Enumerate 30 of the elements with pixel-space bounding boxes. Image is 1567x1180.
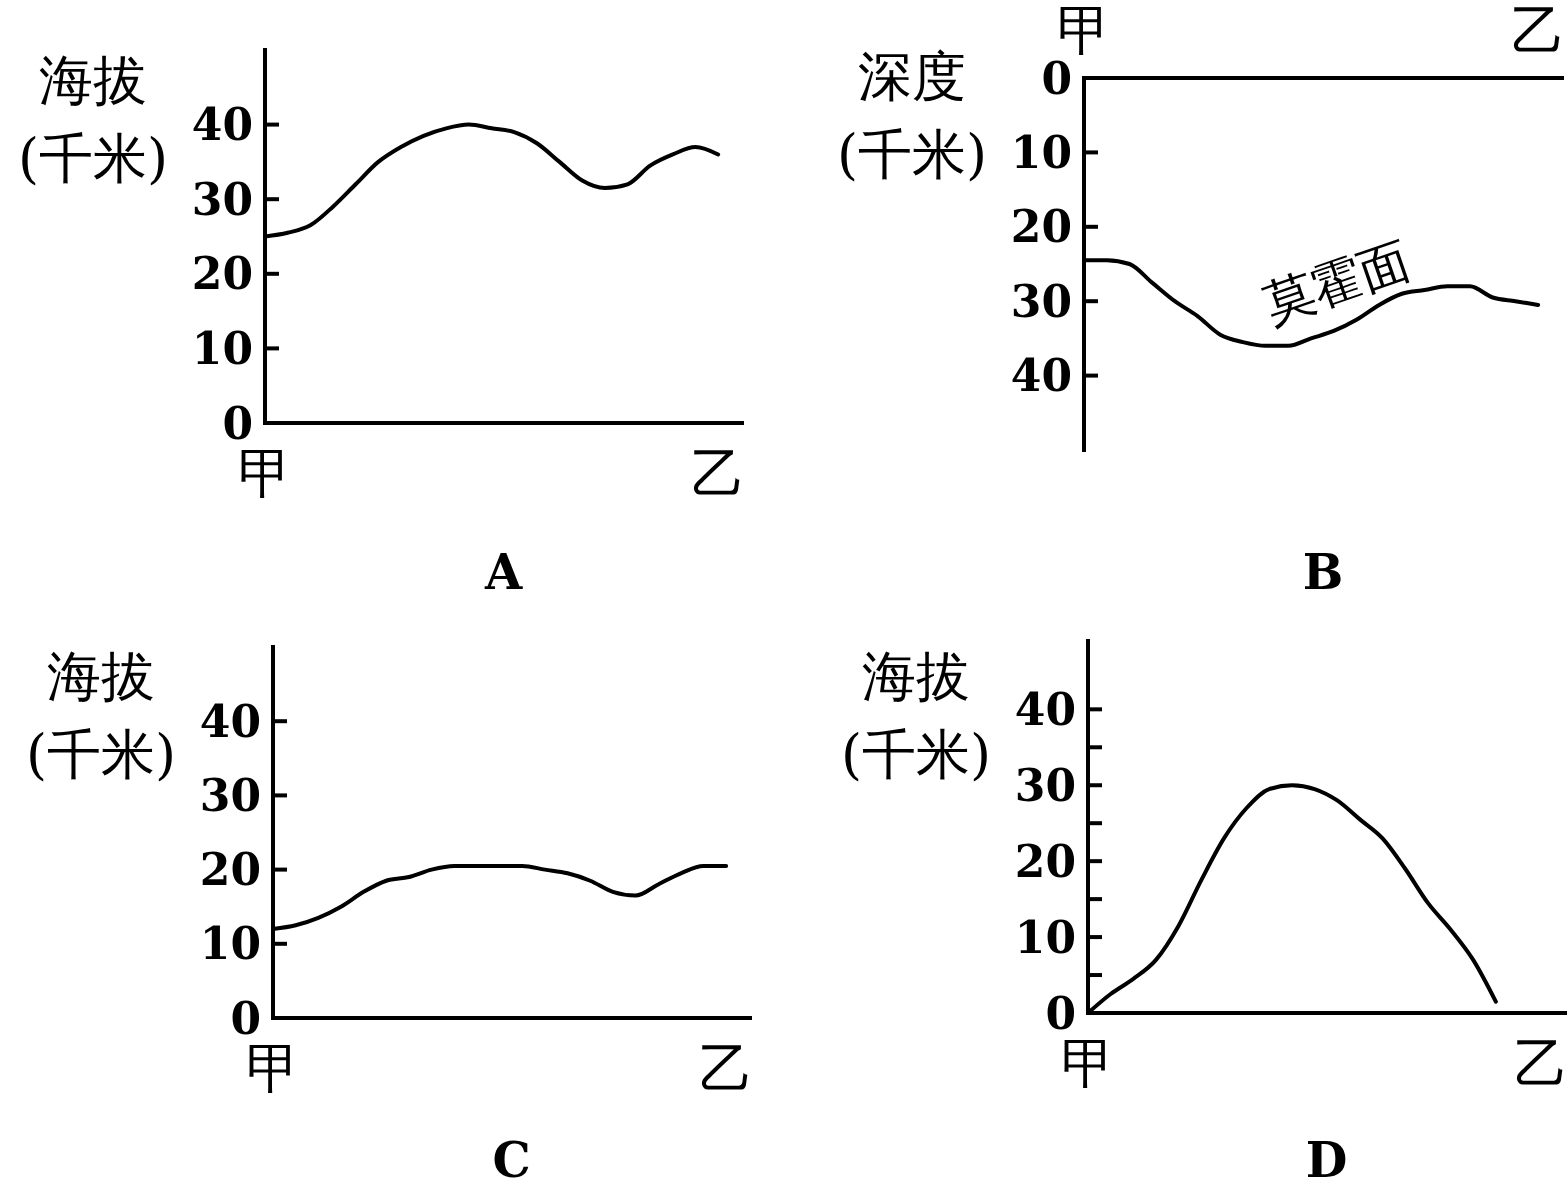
x-tick-label: 乙 xyxy=(691,441,746,505)
y-tick-label: 10 xyxy=(1014,911,1076,963)
text: B xyxy=(1302,544,1344,600)
y-tick-label: 10 xyxy=(199,918,261,970)
text: A xyxy=(483,544,523,600)
y-axis-title: 深度 (千米) xyxy=(836,44,988,186)
y-tick-label: 0 xyxy=(1041,52,1072,104)
y-axis-title: 海拔 (千米) xyxy=(840,644,992,786)
y-tick-label: 10 xyxy=(191,322,253,374)
x-tick-label: 乙 xyxy=(1511,0,1566,62)
y-tick-label: 20 xyxy=(1010,201,1072,253)
text: D xyxy=(1305,1132,1348,1180)
y-tick-label: 40 xyxy=(199,695,261,747)
x-tick-label: 乙 xyxy=(1514,1031,1567,1095)
y-tick-label: 20 xyxy=(191,248,253,300)
y-tick-label: 40 xyxy=(191,99,253,151)
y-axis-title: 海拔 (千米) xyxy=(25,644,177,786)
y-tick-label: 30 xyxy=(1014,759,1076,811)
x-tick-label: 乙 xyxy=(699,1036,754,1100)
y-tick-label: 30 xyxy=(191,173,253,225)
y-tick-label: 40 xyxy=(1014,683,1076,735)
y-tick-label: 30 xyxy=(1010,275,1072,327)
y-tick-label: 20 xyxy=(1014,835,1076,887)
y-tick-label: 20 xyxy=(199,844,261,896)
y-axis-title: 海拔 (千米) xyxy=(17,48,169,190)
y-tick-label: 40 xyxy=(1010,350,1072,402)
y-tick-label: 10 xyxy=(1010,126,1072,178)
annotation: 莫霍面 xyxy=(1256,230,1418,335)
text: C xyxy=(492,1132,531,1180)
y-tick-label: 30 xyxy=(199,769,261,821)
